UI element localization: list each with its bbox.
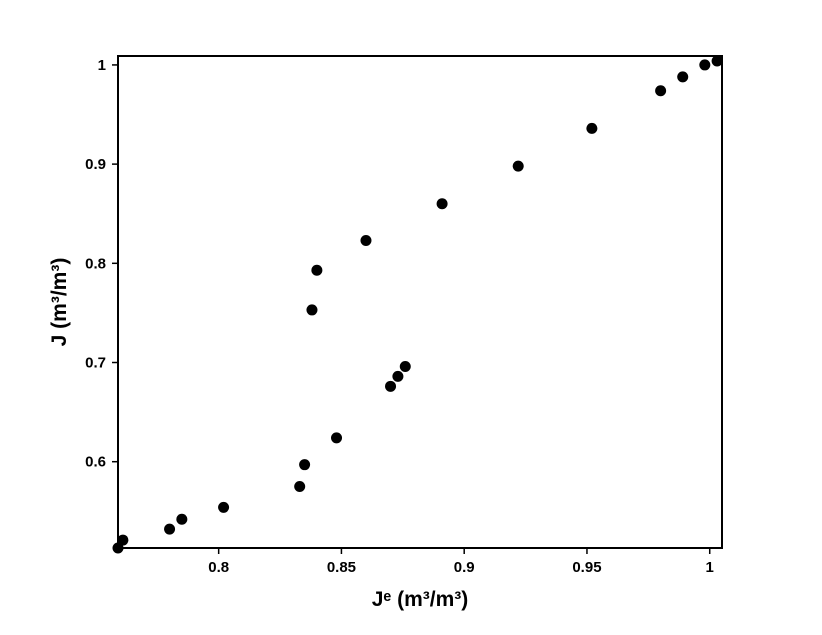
point [176, 513, 188, 525]
point [112, 542, 124, 554]
y-tick-label: 1 [98, 57, 106, 74]
y-tick-label: 0.6 [85, 454, 106, 471]
point [299, 459, 311, 471]
point [218, 501, 230, 513]
point [331, 432, 343, 444]
point [677, 71, 689, 83]
point [392, 370, 404, 382]
y-tick-label: 0.7 [85, 355, 106, 372]
x-tick-label: 0.85 [327, 559, 356, 576]
point [711, 55, 723, 67]
point [399, 360, 411, 372]
point [586, 122, 598, 134]
x-tick-label: 0.9 [454, 559, 475, 576]
point [655, 85, 667, 97]
point [164, 523, 176, 535]
x-tick-label: 1 [706, 559, 714, 576]
point [436, 198, 448, 210]
y-tick-label: 0.8 [85, 255, 106, 272]
point [311, 264, 323, 276]
x-tick-label: 0.95 [572, 559, 601, 576]
point [117, 534, 129, 546]
plot-frame [117, 55, 723, 549]
point [385, 380, 397, 392]
point [306, 304, 318, 316]
y-axis-label: J (m³/m³) [48, 258, 71, 347]
point [294, 481, 306, 492]
point [360, 235, 372, 246]
y-tick-label: 0.9 [85, 156, 106, 173]
point [512, 160, 524, 172]
x-axis-label: Jᵉ (m³/m³) [372, 588, 469, 611]
x-tick-label: 0.8 [208, 559, 229, 576]
point [699, 59, 711, 71]
